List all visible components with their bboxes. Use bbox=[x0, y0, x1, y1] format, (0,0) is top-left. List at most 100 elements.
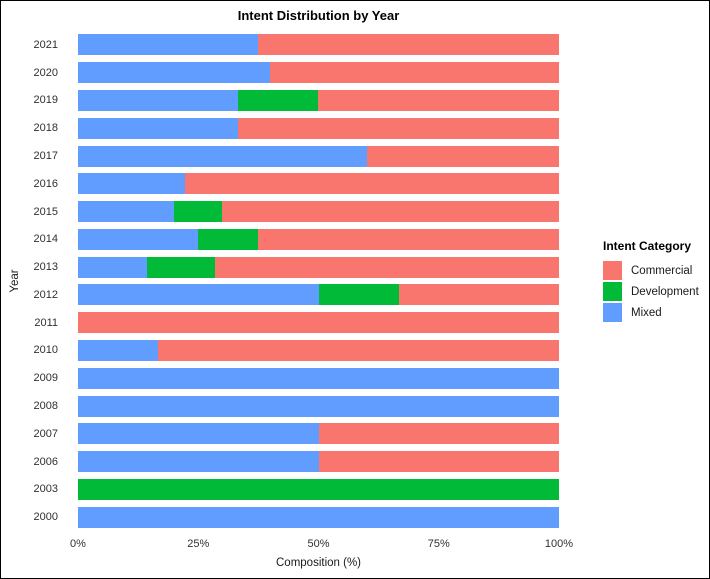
bar-segment-commercial bbox=[318, 423, 559, 445]
y-tick-label: 2021 bbox=[33, 38, 58, 51]
stacked-bar bbox=[78, 173, 559, 195]
stacked-bar bbox=[78, 34, 559, 56]
y-tick-label: 2015 bbox=[33, 205, 58, 218]
stacked-bar bbox=[78, 62, 559, 84]
bar-row bbox=[78, 309, 559, 337]
bar-segment-mixed bbox=[78, 256, 147, 278]
y-tick-label: 2006 bbox=[33, 455, 58, 468]
y-tick-label: 2016 bbox=[33, 177, 58, 190]
y-tick-label: 2020 bbox=[33, 66, 58, 79]
bar-row bbox=[78, 170, 559, 198]
legend-item: Commercial bbox=[603, 261, 709, 280]
bar-segment-mixed bbox=[78, 339, 159, 361]
x-tick-label: 100% bbox=[544, 538, 574, 550]
bar-row bbox=[78, 392, 559, 420]
bar-row bbox=[78, 198, 559, 226]
bar-segment-development bbox=[318, 284, 399, 306]
stacked-bar bbox=[78, 89, 559, 111]
bar-segment-commercial bbox=[366, 145, 559, 167]
stacked-bar bbox=[78, 145, 559, 167]
x-axis-title: Composition (%) bbox=[276, 557, 361, 569]
bar-segment-commercial bbox=[318, 89, 559, 111]
bar-row bbox=[78, 59, 559, 87]
stacked-bar bbox=[78, 367, 559, 389]
legend-item: Development bbox=[603, 282, 709, 301]
bar-segment-development bbox=[238, 89, 319, 111]
bar-row bbox=[78, 31, 559, 59]
bar-row bbox=[78, 503, 559, 531]
stacked-bar bbox=[78, 228, 559, 250]
bar-row bbox=[78, 337, 559, 365]
bar-row bbox=[78, 87, 559, 115]
stacked-bar bbox=[78, 478, 559, 500]
bar-segment-mixed bbox=[78, 117, 239, 139]
bar-segment-commercial bbox=[398, 284, 559, 306]
legend-label: Development bbox=[631, 285, 699, 298]
stacked-bar bbox=[78, 312, 559, 334]
stacked-bar bbox=[78, 451, 559, 473]
plot-area bbox=[78, 31, 559, 531]
stacked-bar bbox=[78, 423, 559, 445]
y-tick-label: 2017 bbox=[33, 150, 58, 163]
y-tick-label: 2003 bbox=[33, 483, 58, 496]
bar-row bbox=[78, 142, 559, 170]
bar-segment-commercial bbox=[215, 256, 559, 278]
bar-row bbox=[78, 281, 559, 309]
y-tick-label: 2014 bbox=[33, 233, 58, 246]
y-tick-label: 2019 bbox=[33, 94, 58, 107]
bar-segment-commercial bbox=[222, 201, 559, 223]
y-tick-label: 2000 bbox=[33, 511, 58, 524]
legend-swatch-icon bbox=[603, 261, 622, 280]
y-tick-label: 2011 bbox=[34, 316, 58, 329]
bar-segment-development bbox=[174, 201, 223, 223]
bar-segment-commercial bbox=[238, 117, 559, 139]
bar-segment-commercial bbox=[184, 173, 559, 195]
y-tick-label: 2009 bbox=[33, 372, 58, 385]
bar-segment-commercial bbox=[258, 34, 559, 56]
x-tick-label: 25% bbox=[187, 538, 210, 550]
stacked-bar bbox=[78, 201, 559, 223]
stacked-bar bbox=[78, 339, 559, 361]
bar-segment-development bbox=[146, 256, 216, 278]
bar-segment-commercial bbox=[78, 312, 559, 334]
bar-segment-mixed bbox=[78, 367, 559, 389]
bar-segment-mixed bbox=[78, 34, 259, 56]
bar-row bbox=[78, 253, 559, 281]
y-tick-label: 2013 bbox=[33, 261, 58, 274]
y-tick-label: 2007 bbox=[33, 427, 58, 440]
bar-row bbox=[78, 420, 559, 448]
bar-segment-mixed bbox=[78, 423, 319, 445]
stacked-bar bbox=[78, 284, 559, 306]
bar-segment-mixed bbox=[78, 173, 185, 195]
bar-row bbox=[78, 225, 559, 253]
bar-segment-mixed bbox=[78, 62, 271, 84]
legend-label: Commercial bbox=[631, 264, 693, 277]
chart-title: Intent Distribution by Year bbox=[237, 8, 400, 23]
bar-segment-mixed bbox=[78, 506, 559, 528]
legend-title: Intent Category bbox=[603, 239, 692, 253]
bar-segment-mixed bbox=[78, 89, 239, 111]
y-axis-tick-labels: 2021 2020 2019 2018 2017 2016 2015 2014 2013 2012… bbox=[1, 31, 69, 531]
bar-segment-mixed bbox=[78, 145, 367, 167]
stacked-bar bbox=[78, 256, 559, 278]
bar-segment-commercial bbox=[258, 228, 559, 250]
x-tick-label: 0% bbox=[70, 538, 86, 550]
x-tick-label: 50% bbox=[307, 538, 330, 550]
bar-row bbox=[78, 476, 559, 504]
legend-swatch-icon bbox=[603, 282, 622, 301]
legend-swatch-icon bbox=[603, 303, 622, 322]
legend-label: Mixed bbox=[631, 306, 662, 319]
bar-segment-mixed bbox=[78, 451, 319, 473]
legend-items: Commercial Development Mixed bbox=[603, 261, 709, 322]
bar-segment-development bbox=[198, 228, 259, 250]
bar-segment-mixed bbox=[78, 201, 175, 223]
bar-segment-commercial bbox=[270, 62, 559, 84]
stacked-bar bbox=[78, 395, 559, 417]
y-tick-label: 2008 bbox=[33, 400, 58, 413]
legend: Intent Category Commercial Development Mix… bbox=[603, 239, 709, 324]
stacked-bar bbox=[78, 506, 559, 528]
bar-segment-commercial bbox=[158, 339, 559, 361]
bar-row bbox=[78, 114, 559, 142]
bar-segment-mixed bbox=[78, 395, 559, 417]
